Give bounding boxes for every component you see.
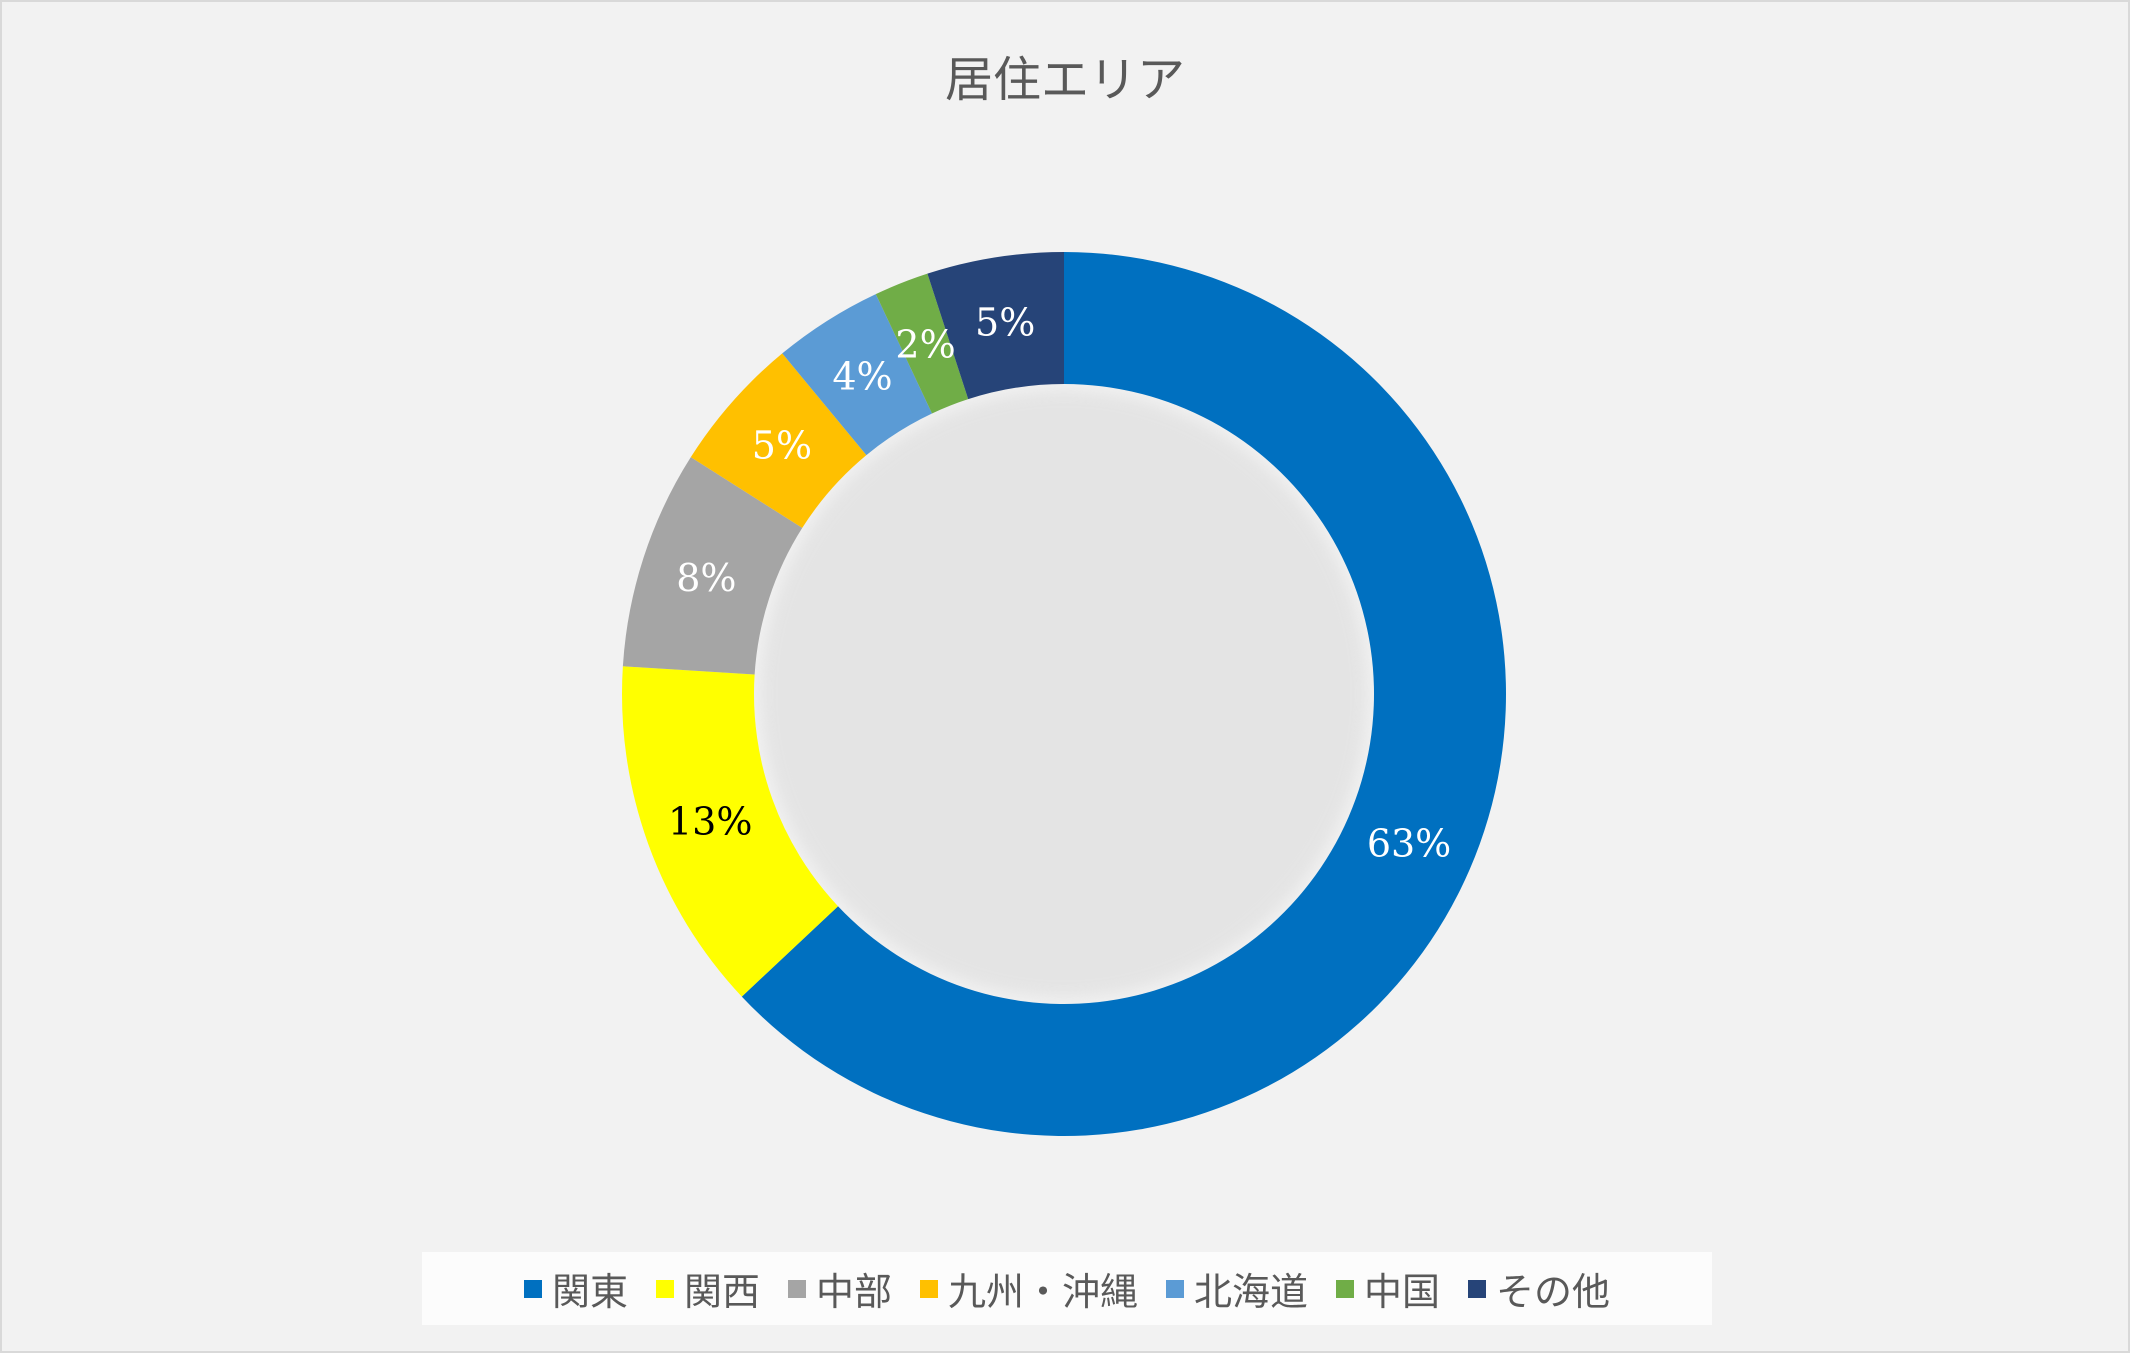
data-label-7: 5% xyxy=(975,301,1035,345)
data-label-2: 13% xyxy=(668,799,752,843)
legend-swatch-3 xyxy=(787,1279,806,1298)
legend-swatch-5 xyxy=(1166,1279,1184,1298)
data-label-5: 4% xyxy=(832,355,892,399)
legend-label-6: 中国 xyxy=(1364,1270,1441,1314)
legend-label-4: 九州・沖縄 xyxy=(947,1270,1138,1314)
legend-label-5: 北海道 xyxy=(1194,1270,1309,1314)
donut-slice-5 xyxy=(782,294,933,456)
legend-item-7: その他 xyxy=(1468,1261,1610,1316)
legend-swatch-6 xyxy=(1336,1279,1355,1298)
legend-label-3: 中部 xyxy=(815,1270,892,1314)
legend-label-7: その他 xyxy=(1496,1270,1611,1314)
donut-slice-7 xyxy=(927,252,1064,400)
data-label-3: 8% xyxy=(676,556,736,600)
donut-slice-1 xyxy=(741,252,1506,1136)
data-label-6: 2% xyxy=(895,322,955,366)
donut-slice-2 xyxy=(621,666,839,997)
donut-slice-6 xyxy=(875,273,969,414)
legend-swatch-1 xyxy=(523,1279,542,1298)
legend-label-1: 関東 xyxy=(551,1270,628,1314)
donut-hole-shadow xyxy=(760,390,1368,998)
legend-swatch-2 xyxy=(655,1279,674,1298)
legend-item-2: 関西 xyxy=(655,1261,760,1316)
legend-swatch-4 xyxy=(919,1279,938,1298)
chart-title: 居住エリア xyxy=(944,52,1185,108)
legend-item-3: 中部 xyxy=(787,1261,892,1316)
donut-slice-3 xyxy=(622,457,803,675)
data-label-1: 63% xyxy=(1367,821,1451,865)
donut-slices xyxy=(621,252,1506,1136)
data-label-4: 5% xyxy=(752,423,812,467)
donut-data-labels: 63% 13% 8% 5% 4%2% 5% xyxy=(668,301,1451,866)
legend-item-5: 北海道 xyxy=(1166,1261,1308,1316)
donut-slice-4 xyxy=(690,353,867,528)
legend-swatch-7 xyxy=(1468,1279,1487,1298)
legend-item-4: 九州・沖縄 xyxy=(919,1261,1138,1316)
legend-label-2: 関西 xyxy=(683,1270,760,1314)
legend-item-6: 中国 xyxy=(1336,1261,1440,1316)
legend-item-1: 関東 xyxy=(523,1261,628,1316)
legend: 関東 関西 中部 九州・沖縄 北海道 中国 その他 xyxy=(422,1252,1712,1325)
